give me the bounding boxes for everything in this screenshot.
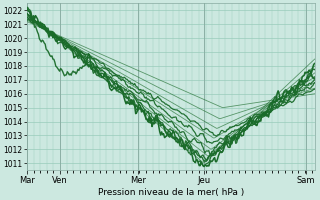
X-axis label: Pression niveau de la mer( hPa ): Pression niveau de la mer( hPa ) xyxy=(98,188,244,197)
